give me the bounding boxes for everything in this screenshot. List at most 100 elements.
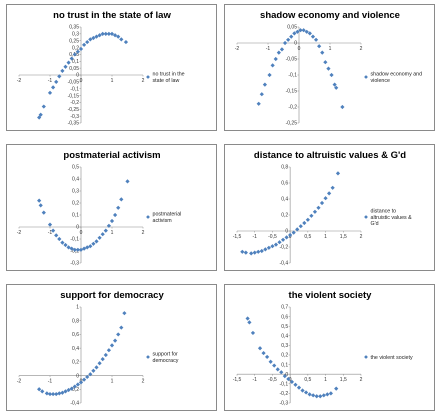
data-point: [75, 247, 80, 252]
data-point: [307, 392, 312, 397]
y-tick-label: -0,2: [70, 100, 79, 106]
y-tick-label: -0,15: [286, 89, 298, 95]
data-point: [100, 357, 105, 362]
data-point: [328, 391, 333, 396]
y-tick-label: 0,7: [281, 305, 288, 311]
y-tick-label: 0: [76, 73, 79, 79]
data-point: [256, 249, 261, 254]
y-tick-label: 0,2: [72, 360, 79, 366]
data-point: [310, 34, 316, 39]
data-point: [60, 390, 65, 395]
legend-label: shadow economy and violence: [371, 72, 423, 84]
x-tick-label: -1: [252, 234, 257, 240]
data-point: [66, 60, 71, 65]
y-tick-label: 0,2: [72, 201, 79, 207]
data-point: [63, 242, 68, 248]
data-point: [97, 235, 102, 240]
data-point: [313, 37, 319, 42]
data-point: [94, 34, 99, 39]
data-point: [106, 223, 111, 228]
y-tick-label: 0,4: [281, 334, 288, 340]
data-point: [289, 379, 295, 384]
data-point: [69, 56, 74, 61]
data-point: [323, 60, 328, 65]
y-tick-label: 0,3: [72, 32, 79, 38]
data-point: [266, 245, 271, 250]
data-point: [116, 34, 121, 39]
y-tick-label: 0,25: [69, 38, 79, 44]
data-point: [60, 68, 65, 73]
data-point: [72, 52, 77, 57]
chart-panel-2: shadow economy and violence 0,05 0 -0,05 -0,…: [224, 4, 435, 131]
data-point: [82, 377, 87, 382]
data-point: [262, 82, 267, 87]
y-tick-label: 0,4: [72, 177, 79, 183]
y-tick-label: 0: [76, 225, 79, 231]
x-tick-label: 0: [80, 78, 83, 84]
y-tick-label: 0,3: [281, 343, 288, 349]
y-tick-label: 0,8: [281, 165, 288, 171]
data-point: [300, 388, 305, 393]
x-tick-label: -0,5: [268, 377, 277, 383]
data-point: [37, 387, 42, 392]
chart-svg-5: support for democracy 1 0,8 0,6 0,4 0,2 0 -0,2 -…: [17, 290, 179, 407]
data-point: [88, 37, 93, 42]
data-point: [82, 42, 87, 47]
data-point: [303, 390, 309, 395]
data-point: [256, 101, 261, 106]
y-tick-label: 0: [285, 372, 288, 378]
data-point: [273, 56, 278, 62]
data-point: [119, 325, 124, 330]
data-point: [321, 393, 326, 398]
x-tick-label: -1: [48, 230, 53, 236]
y-tick-label: 1: [76, 305, 79, 311]
data-point: [280, 237, 286, 242]
y-tick-label: 0,35: [69, 25, 79, 31]
data-point: [103, 352, 108, 358]
chart-title: the violent society: [289, 290, 373, 301]
data-point: [265, 354, 270, 360]
data-point: [47, 222, 53, 227]
data-point: [113, 33, 118, 38]
data-point: [320, 50, 325, 55]
data-point: [37, 115, 42, 120]
x-tick-label: 2: [142, 230, 145, 236]
data-point: [106, 31, 111, 36]
legend-label: postmaterial activism: [153, 212, 182, 224]
data-point: [279, 47, 285, 52]
data-point: [276, 50, 281, 55]
y-tick-label: -0,1: [70, 237, 79, 243]
x-tick-label: 1: [324, 234, 327, 240]
legend-label: the violent society: [371, 355, 413, 361]
data-point: [63, 64, 68, 69]
x-tick-label: 0,5: [304, 377, 311, 383]
data-point: [69, 246, 74, 251]
data-point: [57, 74, 62, 79]
data-point: [54, 79, 59, 84]
data-point: [275, 367, 280, 372]
data-point: [82, 246, 87, 251]
data-point: [109, 31, 115, 36]
x-tick-label: 1,5: [340, 377, 347, 383]
data-point: [295, 227, 300, 232]
data-point: [279, 370, 284, 375]
data-point: [116, 332, 121, 337]
data-point: [272, 363, 277, 368]
data-point: [311, 393, 316, 398]
x-tick-label: 2: [360, 234, 363, 240]
data-point: [323, 196, 328, 201]
x-tick-label: -2: [17, 230, 22, 236]
x-tick-label: -0,5: [268, 234, 277, 240]
x-tick-label: -1: [48, 78, 53, 84]
data-point: [282, 374, 287, 379]
data-point: [282, 40, 288, 46]
data-point: [97, 33, 102, 38]
legend-marker: [146, 355, 150, 359]
data-point: [100, 31, 105, 36]
data-point: [329, 72, 334, 78]
y-tick-label: -0,2: [70, 387, 79, 393]
data-point: [317, 44, 322, 49]
x-tick-label: -1: [48, 379, 53, 385]
chart-panel-4: distance to altruistic values & G'd 0,8 0,…: [224, 144, 435, 271]
data-point: [296, 385, 302, 390]
